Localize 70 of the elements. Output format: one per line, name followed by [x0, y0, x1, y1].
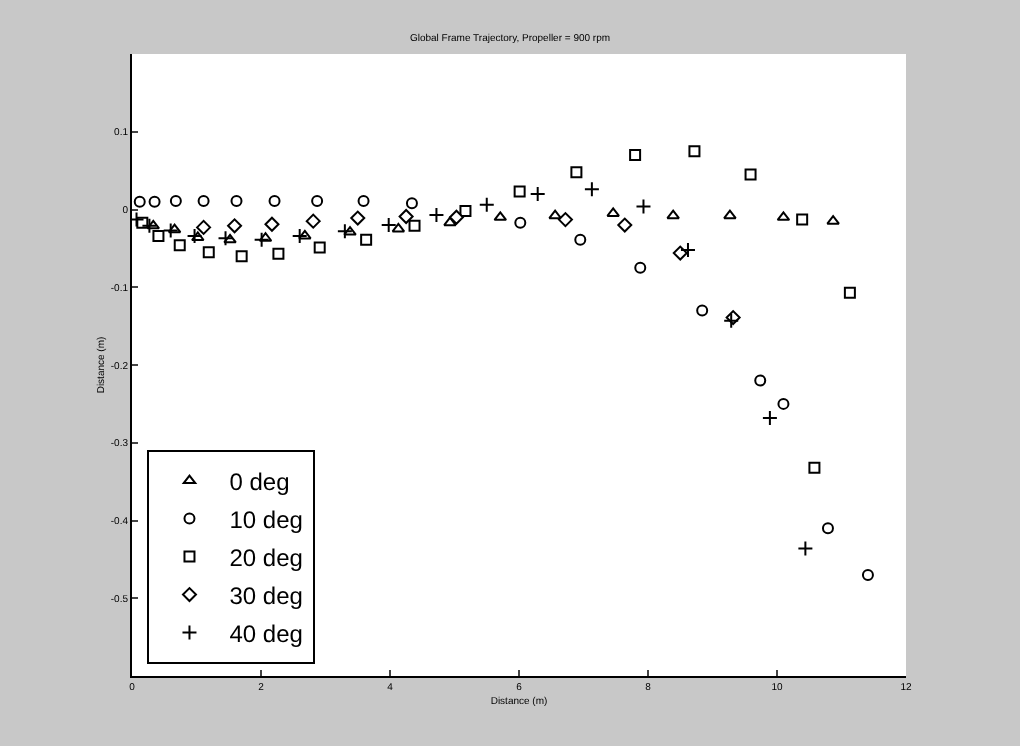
point	[360, 233, 373, 246]
point	[861, 568, 874, 581]
point	[197, 194, 210, 207]
point	[380, 217, 397, 234]
point	[311, 194, 324, 207]
point	[272, 247, 285, 260]
point	[478, 196, 495, 213]
point	[570, 166, 583, 179]
point	[173, 239, 186, 252]
legend-label: 10 deg	[229, 505, 303, 534]
point	[617, 217, 633, 233]
point	[754, 374, 767, 387]
point	[217, 230, 234, 247]
point	[666, 209, 680, 220]
point	[843, 286, 856, 299]
point	[679, 241, 696, 258]
point	[808, 461, 821, 474]
point	[169, 194, 182, 207]
point	[696, 304, 709, 317]
point	[629, 149, 642, 162]
point	[796, 213, 809, 226]
point	[821, 522, 834, 535]
point	[230, 194, 243, 207]
point	[227, 218, 243, 234]
point	[428, 206, 445, 223]
point	[761, 409, 778, 426]
point	[186, 227, 203, 244]
point	[202, 246, 215, 259]
point	[268, 194, 281, 207]
point	[635, 198, 652, 215]
point	[557, 212, 573, 228]
point	[350, 210, 366, 226]
point	[513, 185, 526, 198]
point	[291, 227, 308, 244]
point	[305, 213, 321, 229]
point	[688, 145, 701, 158]
point	[744, 168, 757, 181]
point	[405, 197, 418, 210]
point	[634, 261, 647, 274]
point	[574, 233, 587, 246]
point	[777, 397, 790, 410]
point	[529, 185, 546, 202]
point	[196, 219, 212, 235]
point	[313, 241, 326, 254]
point	[133, 195, 146, 208]
point	[264, 216, 280, 232]
point	[162, 222, 179, 239]
point	[148, 195, 161, 208]
point	[152, 229, 165, 242]
legend-label: 30 deg	[229, 581, 303, 610]
point	[357, 194, 370, 207]
point	[514, 216, 527, 229]
point	[826, 215, 840, 225]
point	[235, 250, 248, 263]
point	[548, 209, 562, 220]
point	[391, 222, 406, 233]
point	[253, 231, 270, 248]
point	[459, 205, 472, 218]
point	[723, 209, 737, 220]
legend-label: 40 deg	[229, 619, 303, 648]
point	[606, 207, 620, 217]
point	[398, 209, 414, 224]
point	[448, 209, 464, 225]
point	[583, 181, 600, 198]
point	[672, 245, 688, 261]
legend-label: 0 deg	[229, 467, 290, 496]
point	[336, 223, 353, 240]
point	[408, 219, 421, 232]
legend-label: 20 deg	[229, 543, 303, 572]
point	[797, 540, 814, 557]
